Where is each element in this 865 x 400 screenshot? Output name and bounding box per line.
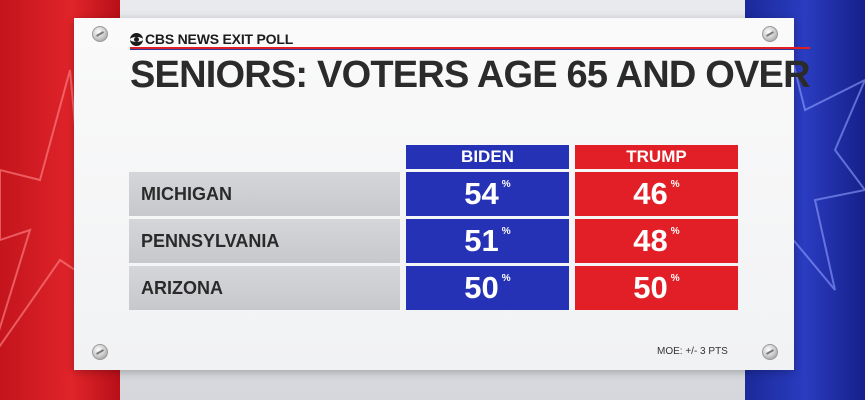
cbs-eye-icon [130, 32, 143, 46]
biden-value-michigan: 54% [406, 172, 569, 216]
biden-number: 51 [464, 223, 499, 258]
biden-value-pennsylvania: 51% [406, 219, 569, 263]
brand-logo: CBS NEWS EXIT POLL [130, 31, 293, 47]
percent-sign: % [501, 225, 511, 237]
screw-icon [92, 26, 108, 42]
screw-icon [92, 344, 108, 360]
biden-number: 54 [464, 176, 499, 211]
trump-value-pennsylvania: 48% [575, 219, 738, 263]
screw-icon [762, 26, 778, 42]
percent-sign: % [501, 272, 511, 284]
trump-number: 46 [633, 176, 668, 211]
column-header-trump: TRUMP [575, 145, 738, 169]
screw-icon [762, 344, 778, 360]
column-header-biden: BIDEN [406, 145, 569, 169]
percent-sign: % [501, 178, 511, 190]
percent-sign: % [670, 225, 680, 237]
trump-number: 48 [633, 223, 668, 258]
biden-number: 50 [464, 270, 499, 305]
row-label-arizona: ARIZONA [129, 266, 400, 310]
header-rule-blue [130, 49, 810, 50]
margin-of-error: MOE: +/- 3 PTS [657, 346, 728, 357]
header-rule-red [130, 47, 810, 49]
trump-number: 50 [633, 270, 668, 305]
star-decoration-right [745, 29, 865, 291]
trump-value-michigan: 46% [575, 172, 738, 216]
percent-sign: % [670, 178, 680, 190]
percent-sign: % [670, 272, 680, 284]
poll-board: CBS NEWS EXIT POLL SENIORS: VOTERS AGE 6… [74, 18, 811, 370]
page-title: SENIORS: VOTERS AGE 65 AND OVER [130, 54, 811, 96]
brand-name: CBS NEWS EXIT POLL [145, 31, 294, 47]
row-label-pennsylvania: PENNSYLVANIA [129, 219, 400, 263]
biden-value-arizona: 50% [406, 266, 569, 310]
row-label-michigan: MICHIGAN [129, 172, 400, 216]
trump-value-arizona: 50% [575, 266, 738, 310]
